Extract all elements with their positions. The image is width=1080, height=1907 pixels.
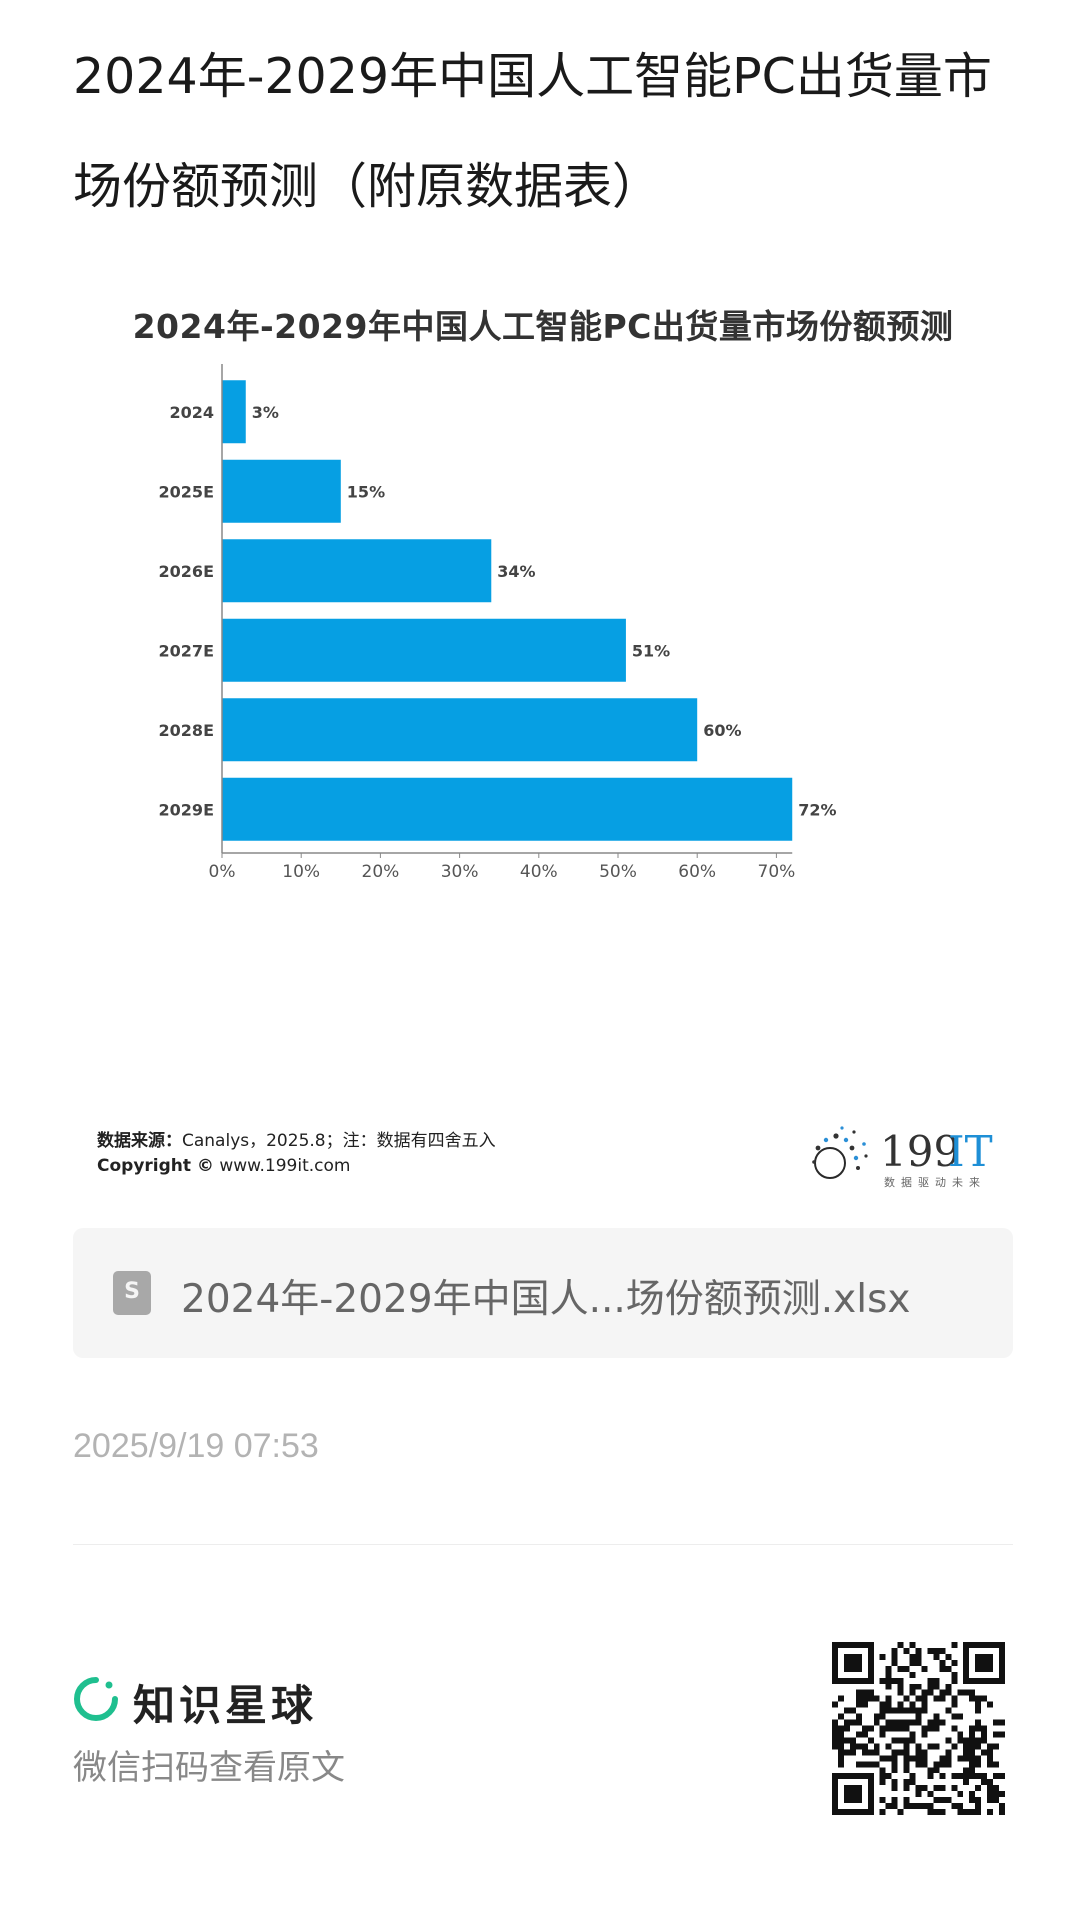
copyright-site: www.199it.com — [219, 1156, 351, 1176]
qr-code[interactable] — [832, 1642, 1005, 1815]
value-label-2024: 3% — [252, 403, 279, 422]
bar-2028E — [222, 698, 698, 762]
attachment-file[interactable]: S 2024年-2029年中国人...场份额预测.xlsx — [73, 1228, 1013, 1358]
copyright-label: Copyright © — [97, 1156, 214, 1176]
zsxq-app-name: 知识星球 — [133, 1681, 318, 1730]
x-tick-label-6: 60% — [678, 862, 716, 882]
bar-chart: 2024 3% 2025E 15% 2026E 34% 2027E 51% 2028E 60% 20… — [159, 364, 837, 882]
page-title: 2024年-2029年中国人工智能PC出货量市场份额预测（附原数据表） — [73, 48, 992, 215]
svg-text:IT: IT — [948, 1127, 993, 1176]
x-tick-label-0: 0% — [209, 862, 236, 882]
value-label-2025E: 15% — [347, 482, 385, 501]
category-label-2028E: 2028E — [159, 721, 214, 740]
x-tick-label-3: 30% — [441, 862, 479, 882]
value-label-2028E: 60% — [703, 721, 741, 740]
chart-title: 2024年-2029年中国人工智能PC出货量市场份额预测 — [132, 307, 954, 346]
source-label: 数据来源： — [97, 1131, 182, 1151]
copyright-line: Copyright © www.199it.com — [97, 1156, 350, 1176]
category-label-2024: 2024 — [169, 403, 214, 422]
category-label-2026E: 2026E — [159, 562, 214, 581]
bar-2025E — [222, 459, 341, 523]
value-label-2029E: 72% — [798, 800, 836, 819]
chart-image: 2024年-2029年中国人工智能PC出货量市场份额预测 2024 3% 2025E… — [73, 280, 1013, 1210]
source-line: 数据来源：Canalys，2025.8；注：数据有四舍五入 — [97, 1126, 496, 1151]
x-tick-label-1: 10% — [282, 862, 320, 882]
category-label-2025E: 2025E — [159, 482, 214, 501]
post-timestamp: 2025/9/19 07:53 — [73, 1427, 319, 1465]
dandelion-icon — [812, 1126, 868, 1179]
bar-2026E — [222, 539, 492, 603]
value-label-2026E: 34% — [497, 562, 535, 581]
bar-2029E — [222, 777, 793, 841]
bar-2027E — [222, 618, 626, 682]
brand-logo-199it: 199 IT 数据驱动未来 — [812, 1126, 993, 1189]
source-text: Canalys，2025.8；注：数据有四舍五入 — [182, 1131, 496, 1151]
x-tick-label-2: 20% — [362, 862, 400, 882]
brand-slogan: 数据驱动未来 — [884, 1175, 986, 1189]
category-label-2029E: 2029E — [159, 800, 214, 819]
category-label-2027E: 2027E — [159, 641, 214, 660]
x-tick-label-7: 70% — [758, 862, 796, 882]
spreadsheet-file-icon: S — [113, 1271, 151, 1315]
x-tick-label-5: 50% — [599, 862, 637, 882]
value-label-2027E: 51% — [632, 641, 670, 660]
zsxq-logo-icon — [74, 1677, 118, 1721]
brand-name-text: 199 — [880, 1127, 960, 1176]
scan-hint: 微信扫码查看原文 — [73, 1748, 345, 1788]
bar-2024 — [222, 380, 246, 444]
x-tick-label-4: 40% — [520, 862, 558, 882]
divider — [73, 1544, 1013, 1545]
attachment-file-name: 2024年-2029年中国人...场份额预测.xlsx — [181, 1277, 911, 1322]
